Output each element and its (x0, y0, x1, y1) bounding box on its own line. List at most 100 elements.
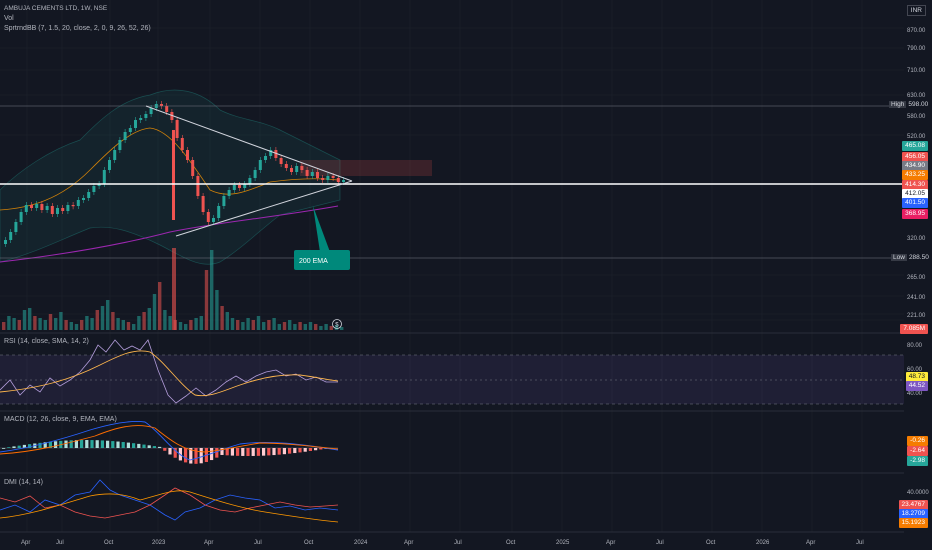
macd-hist-bar (282, 448, 286, 455)
macd-hist-bar (38, 442, 42, 448)
macd-hist-bar (111, 441, 115, 448)
volume-bar (230, 318, 235, 330)
volume-bar (116, 318, 120, 330)
annotation-box[interactable] (294, 250, 350, 270)
macd-hist-bar (303, 448, 307, 452)
candle-body (175, 120, 179, 138)
time-tick-label: 2025 (556, 540, 570, 546)
candle-body (321, 178, 325, 180)
volume-bar (33, 316, 37, 330)
price-tick-label: 790.00 (907, 46, 926, 52)
macd-hist-bar (69, 440, 73, 448)
volume-bar (126, 322, 131, 330)
candle-body (92, 186, 96, 192)
pane-tick-label: 80.00 (907, 343, 923, 349)
volume-bar (262, 322, 266, 330)
candle-body (186, 150, 189, 160)
volume-bar (314, 324, 318, 330)
indicator-legend[interactable]: SprtrndBB (7, 1.5, 20, close, 2, 0, 9, 2… (4, 25, 151, 32)
macd-hist-bar (184, 448, 188, 463)
symbol-title: AMBUJA CEMENTS LTD, 1W, NSE (4, 5, 108, 12)
volume-bar (17, 320, 21, 330)
rsi-legend[interactable]: RSI (14, close, SMA, 14, 2) (4, 338, 89, 345)
volume-bar (85, 316, 89, 330)
currency-badge[interactable]: INR (906, 5, 926, 16)
macd-hist-bar (137, 443, 141, 448)
price-tag: 456.05 (902, 152, 928, 162)
volume-bar (158, 282, 162, 330)
candle-body (243, 184, 247, 188)
volume-bar (100, 306, 105, 330)
candle-body (144, 114, 148, 118)
time-tick-label: Jul (454, 540, 462, 546)
candle-body (227, 190, 231, 196)
candle-body (206, 212, 210, 222)
time-tick-label: Jul (856, 540, 864, 546)
volume-bar (152, 294, 157, 330)
pane-value-tag: 44.52 (905, 381, 928, 391)
volume-bar (277, 324, 281, 330)
candle-body (139, 118, 143, 120)
candle-body (56, 208, 59, 214)
macd-hist-bar (95, 440, 99, 448)
volume-bar (54, 318, 58, 330)
macd-hist-bar (256, 448, 260, 456)
volume-bar (241, 322, 245, 330)
triangle-upper-trendline[interactable] (145, 105, 353, 182)
price-tag: 465.08 (902, 141, 928, 151)
volume-bar (38, 318, 42, 330)
volume-bar (204, 270, 209, 330)
candle-body (35, 204, 39, 208)
volume-bar (236, 320, 240, 330)
candle-body (118, 140, 122, 150)
volume-bar (137, 316, 141, 330)
high-tag: High 598.00 (889, 101, 931, 108)
macd-hist-bar (48, 441, 52, 448)
time-tick-label: Apr (21, 540, 30, 546)
alert-icon[interactable] (332, 319, 342, 329)
macd-hist-bar (116, 441, 120, 448)
macd-hist-bar (215, 448, 219, 458)
high-tag-value: 598.00 (906, 101, 931, 108)
triangle-lower-trendline[interactable] (175, 180, 353, 237)
bollinger-band (0, 89, 341, 265)
macd-hist-bar (22, 444, 26, 448)
price-tag: 412.05 (902, 189, 928, 199)
candle-body (305, 170, 309, 176)
candle-body (316, 172, 319, 178)
price-tag: 7.085M (900, 324, 928, 334)
volume-bar (59, 312, 63, 330)
volume-bar (121, 320, 125, 330)
macd-hist-bar (2, 448, 6, 449)
candle-body (113, 150, 117, 160)
dmi-legend[interactable]: DMI (14, 14) (4, 479, 43, 486)
macd-hist-bar (199, 448, 203, 464)
macd-legend[interactable]: MACD (12, 26, close, 9, EMA, EMA) (4, 416, 117, 423)
price-tick-label: 630.00 (907, 93, 926, 99)
volume-bar (340, 327, 344, 330)
volume-bar (189, 320, 193, 330)
volume-bar (303, 324, 307, 330)
candle-body (284, 164, 288, 168)
time-tick-label: Oct (506, 540, 516, 546)
rsi-line (0, 339, 338, 404)
time-tick-label: Apr (606, 540, 615, 546)
macd-hist-bar (28, 444, 32, 448)
time-tick-label: Jul (254, 540, 262, 546)
candle-body (217, 206, 221, 218)
candle-body (87, 192, 91, 198)
pane-value-tag: -0.26 (907, 436, 928, 446)
ema-200-line (0, 205, 339, 263)
candle-body (134, 120, 137, 128)
macd-hist-bar (64, 440, 68, 448)
candle-body (290, 168, 293, 172)
candle-body (336, 178, 340, 182)
price-tick-label: 265.00 (907, 275, 926, 281)
time-axis-ticks: Apr Jul Oct 2023 Apr Jul Oct 2024 Apr Jul Oct 2025 A… (21, 540, 864, 546)
macd-hist-bar (163, 448, 167, 451)
volume-bar (142, 312, 146, 330)
macd-hist-bar (43, 442, 47, 448)
candle-body (66, 205, 70, 211)
